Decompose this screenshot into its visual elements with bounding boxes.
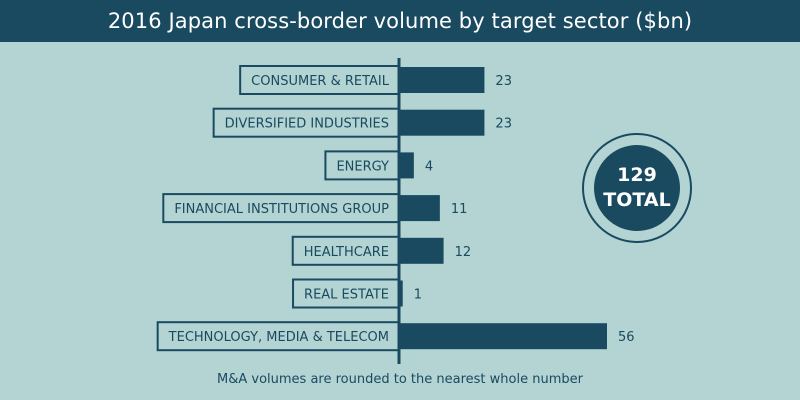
total-value: 129: [617, 164, 657, 186]
footnote: M&A volumes are rounded to the nearest w…: [217, 372, 583, 387]
bar-technology-media-telecom: [399, 323, 607, 350]
value-label-healthcare: 12: [455, 245, 472, 260]
category-label-healthcare: HEALTHCARE: [304, 245, 389, 260]
category-label-consumer-retail: CONSUMER & RETAIL: [251, 74, 390, 89]
value-label-diversified-industries: 23: [495, 117, 512, 132]
chart-title: 2016 Japan cross-border volume by target…: [0, 0, 800, 42]
total-badge: 129 TOTAL: [594, 145, 680, 231]
category-label-energy: ENERGY: [336, 159, 389, 174]
value-label-financial-institutions-group: 11: [451, 202, 468, 217]
bar-healthcare: [399, 237, 444, 264]
category-label-technology-media-telecom: TECHNOLOGY, MEDIA & TELECOM: [168, 330, 389, 345]
value-label-energy: 4: [425, 159, 433, 174]
bar-energy: [399, 152, 414, 179]
total-ring: [582, 133, 692, 243]
bar-consumer-retail: [399, 67, 485, 93]
total-label: TOTAL: [603, 189, 671, 211]
category-label-financial-institutions-group: FINANCIAL INSTITUTIONS GROUP: [174, 202, 389, 217]
bar-diversified-industries: [399, 109, 485, 136]
value-label-consumer-retail: 23: [495, 74, 512, 89]
value-label-real-estate: 1: [414, 288, 422, 303]
value-label-technology-media-telecom: 56: [618, 330, 635, 345]
bar-real-estate: [399, 280, 403, 307]
category-label-diversified-industries: DIVERSIFIED INDUSTRIES: [225, 117, 389, 132]
category-label-real-estate: REAL ESTATE: [304, 288, 389, 303]
bar-financial-institutions-group: [399, 195, 440, 222]
